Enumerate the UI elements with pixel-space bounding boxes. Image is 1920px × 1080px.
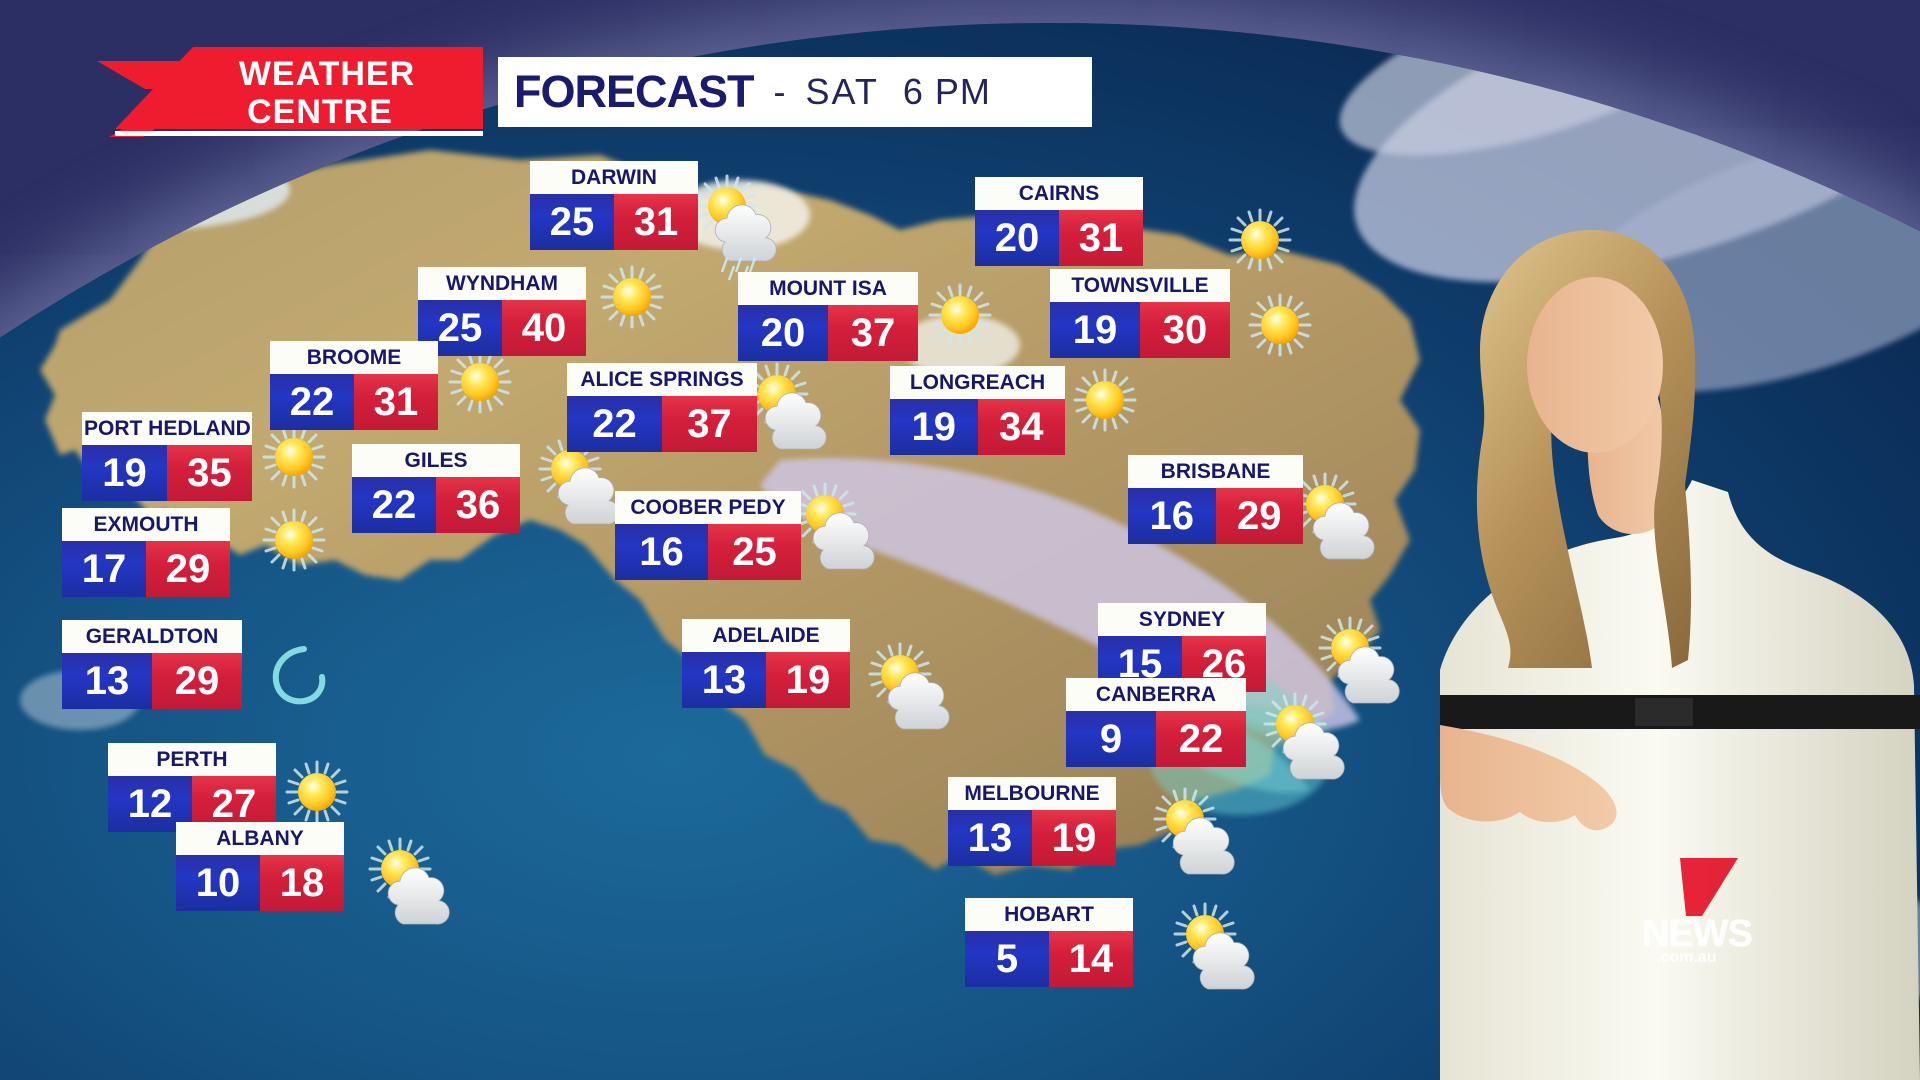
svg-text:CENTRE: CENTRE bbox=[247, 93, 393, 131]
svg-text:.com.au: .com.au bbox=[1656, 949, 1716, 966]
svg-text:WEATHER: WEATHER bbox=[239, 55, 415, 93]
